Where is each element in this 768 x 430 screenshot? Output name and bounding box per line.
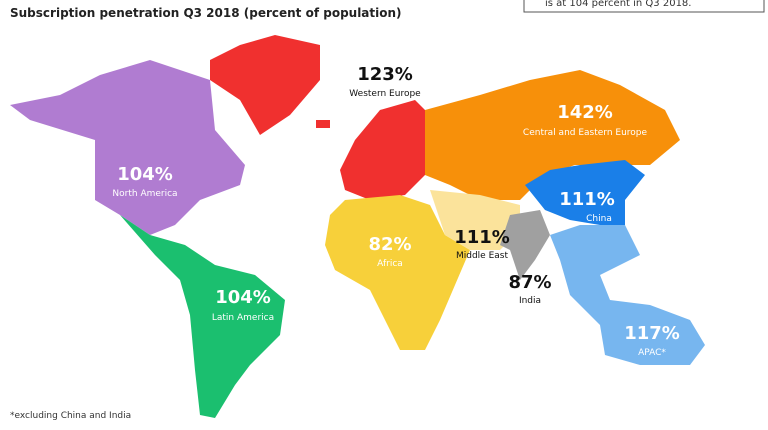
value: 123% [357, 64, 413, 85]
value: 82% [368, 234, 411, 255]
value: 104% [117, 164, 173, 185]
region-name: Middle East [456, 251, 508, 261]
region-name: APAC* [638, 348, 666, 358]
region-name: India [519, 296, 541, 306]
title: Subscription penetration Q3 2018 (percen… [10, 6, 402, 20]
landmasses [10, 35, 705, 418]
region-name: China [586, 214, 612, 224]
footnote: *excluding China and India [10, 411, 131, 421]
value: 111% [559, 189, 615, 210]
value: 104% [215, 287, 271, 308]
region-name: Africa [377, 259, 403, 269]
value: 142% [557, 102, 613, 123]
value: 111% [454, 227, 510, 248]
region-name: Latin America [212, 313, 274, 323]
region-name: North America [112, 189, 177, 199]
region-name: Western Europe [349, 89, 421, 99]
region-name: Central and Eastern Europe [523, 128, 648, 138]
labels: 104% North America 104% Latin America 12… [112, 64, 679, 358]
note-box [523, 0, 765, 13]
note: is at 104 percent in Q3 2018. [545, 0, 691, 9]
value: 87% [508, 272, 551, 293]
value: 117% [624, 323, 680, 344]
